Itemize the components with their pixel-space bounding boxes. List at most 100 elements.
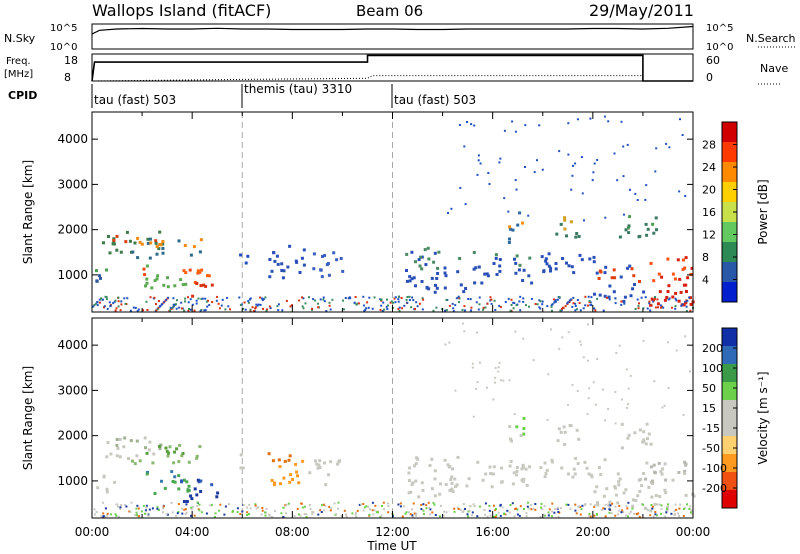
- echo-cell: [199, 284, 203, 288]
- echo-cell: [111, 242, 115, 246]
- scatter-cell: [387, 304, 389, 307]
- x-tick-label: 16:00: [475, 525, 510, 539]
- scatter-cell: [644, 198, 647, 201]
- scatter-cell: [581, 192, 584, 195]
- scatter-cell: [166, 513, 169, 516]
- echo-cell: [145, 472, 149, 476]
- scatter-cell: [333, 502, 336, 505]
- scatter-cell: [607, 120, 610, 123]
- scatter-cell: [478, 296, 481, 299]
- echo-cell: [115, 248, 119, 252]
- scatter-cell: [277, 303, 280, 306]
- echo-cell: [572, 271, 576, 275]
- echo-cell: [317, 463, 321, 467]
- colorbar-segment: [722, 364, 737, 383]
- scatter-cell: [541, 168, 544, 171]
- scatter-cell: [629, 374, 632, 377]
- scatter-cell: [665, 511, 668, 514]
- scatter-cell: [550, 515, 553, 518]
- echo-cell: [565, 234, 568, 238]
- echo-cell: [654, 494, 658, 498]
- scatter-cell: [337, 501, 340, 504]
- scatter-cell: [622, 175, 625, 178]
- echo-region: [618, 215, 658, 239]
- scatter-cell: [120, 300, 123, 303]
- echo-cell: [185, 500, 189, 503]
- scatter-cell: [300, 502, 303, 505]
- colorbar-tick-label: 50: [702, 382, 716, 395]
- scatter-cell: [96, 304, 99, 307]
- scatter-cell: [486, 515, 489, 518]
- scatter-cell: [206, 305, 209, 308]
- scatter-cell: [510, 304, 513, 306]
- echo-cell: [271, 459, 275, 463]
- echo-cell: [683, 460, 687, 464]
- echo-cell: [427, 257, 431, 261]
- scatter-cell: [265, 511, 268, 514]
- scatter-cell: [637, 512, 640, 515]
- echo-cell: [180, 454, 184, 458]
- echo-cell: [281, 276, 285, 280]
- scatter-cell: [530, 508, 533, 511]
- colorbar-segment: [722, 472, 737, 491]
- echo-cell: [323, 461, 326, 465]
- scatter-cell: [638, 515, 641, 518]
- scatter-cell: [574, 302, 577, 305]
- scatter-cell: [380, 514, 383, 517]
- echo-cell: [146, 470, 149, 474]
- echo-cell: [433, 251, 437, 255]
- scatter-cell: [343, 509, 346, 512]
- scatter-cell: [457, 296, 460, 299]
- scatter-cell: [674, 307, 677, 310]
- scatter-cell: [184, 508, 187, 511]
- scatter-cell: [580, 156, 583, 159]
- echo-cell: [136, 256, 140, 260]
- echo-cell: [554, 267, 558, 271]
- echo-cell: [589, 473, 593, 477]
- scatter-cell: [236, 511, 239, 514]
- x-tick-label: 00:00: [75, 525, 110, 539]
- scatter-cell: [114, 309, 117, 312]
- scatter-cell: [584, 503, 587, 505]
- scatter-cell: [518, 300, 521, 303]
- echo-cell: [618, 235, 622, 239]
- echo-cell: [315, 462, 319, 466]
- scatter-cell: [176, 299, 178, 302]
- scatter-cell: [650, 504, 653, 506]
- scatter-cell: [106, 307, 109, 310]
- scatter-cell: [187, 296, 189, 299]
- scatter-cell: [452, 307, 455, 310]
- echo-cell: [563, 227, 567, 231]
- echo-cell: [543, 475, 547, 479]
- echo-cell: [195, 282, 199, 285]
- echo-cell: [286, 265, 290, 269]
- echo-cell: [96, 486, 100, 490]
- echo-cell: [624, 228, 628, 232]
- echo-cell: [522, 477, 526, 481]
- scatter-cell: [567, 503, 570, 506]
- scatter-cell: [308, 296, 310, 299]
- echo-cell: [116, 446, 120, 450]
- echo-cell: [665, 508, 669, 512]
- scatter-cell: [557, 511, 560, 513]
- scatter-cell: [246, 513, 248, 516]
- scatter-cell: [213, 516, 216, 518]
- echo-cell: [509, 459, 513, 463]
- scatter-cell: [101, 298, 104, 301]
- colorbar-segment: [722, 418, 737, 437]
- scatter-cell: [576, 118, 579, 121]
- scatter-cell: [268, 513, 270, 516]
- scatter-cell: [422, 298, 425, 301]
- power-colorbar-label: Power [dB]: [756, 179, 770, 244]
- echo-cell: [515, 254, 519, 258]
- colorbar-tick-label: 4: [702, 274, 709, 287]
- echo-cell: [627, 231, 631, 235]
- scatter-cell: [109, 304, 112, 307]
- echo-region: [131, 443, 202, 466]
- scatter-cell: [572, 302, 575, 305]
- scatter-cell: [499, 306, 502, 309]
- scatter-cell: [445, 309, 448, 312]
- scatter-cell: [413, 512, 416, 515]
- echo-region: [105, 436, 163, 460]
